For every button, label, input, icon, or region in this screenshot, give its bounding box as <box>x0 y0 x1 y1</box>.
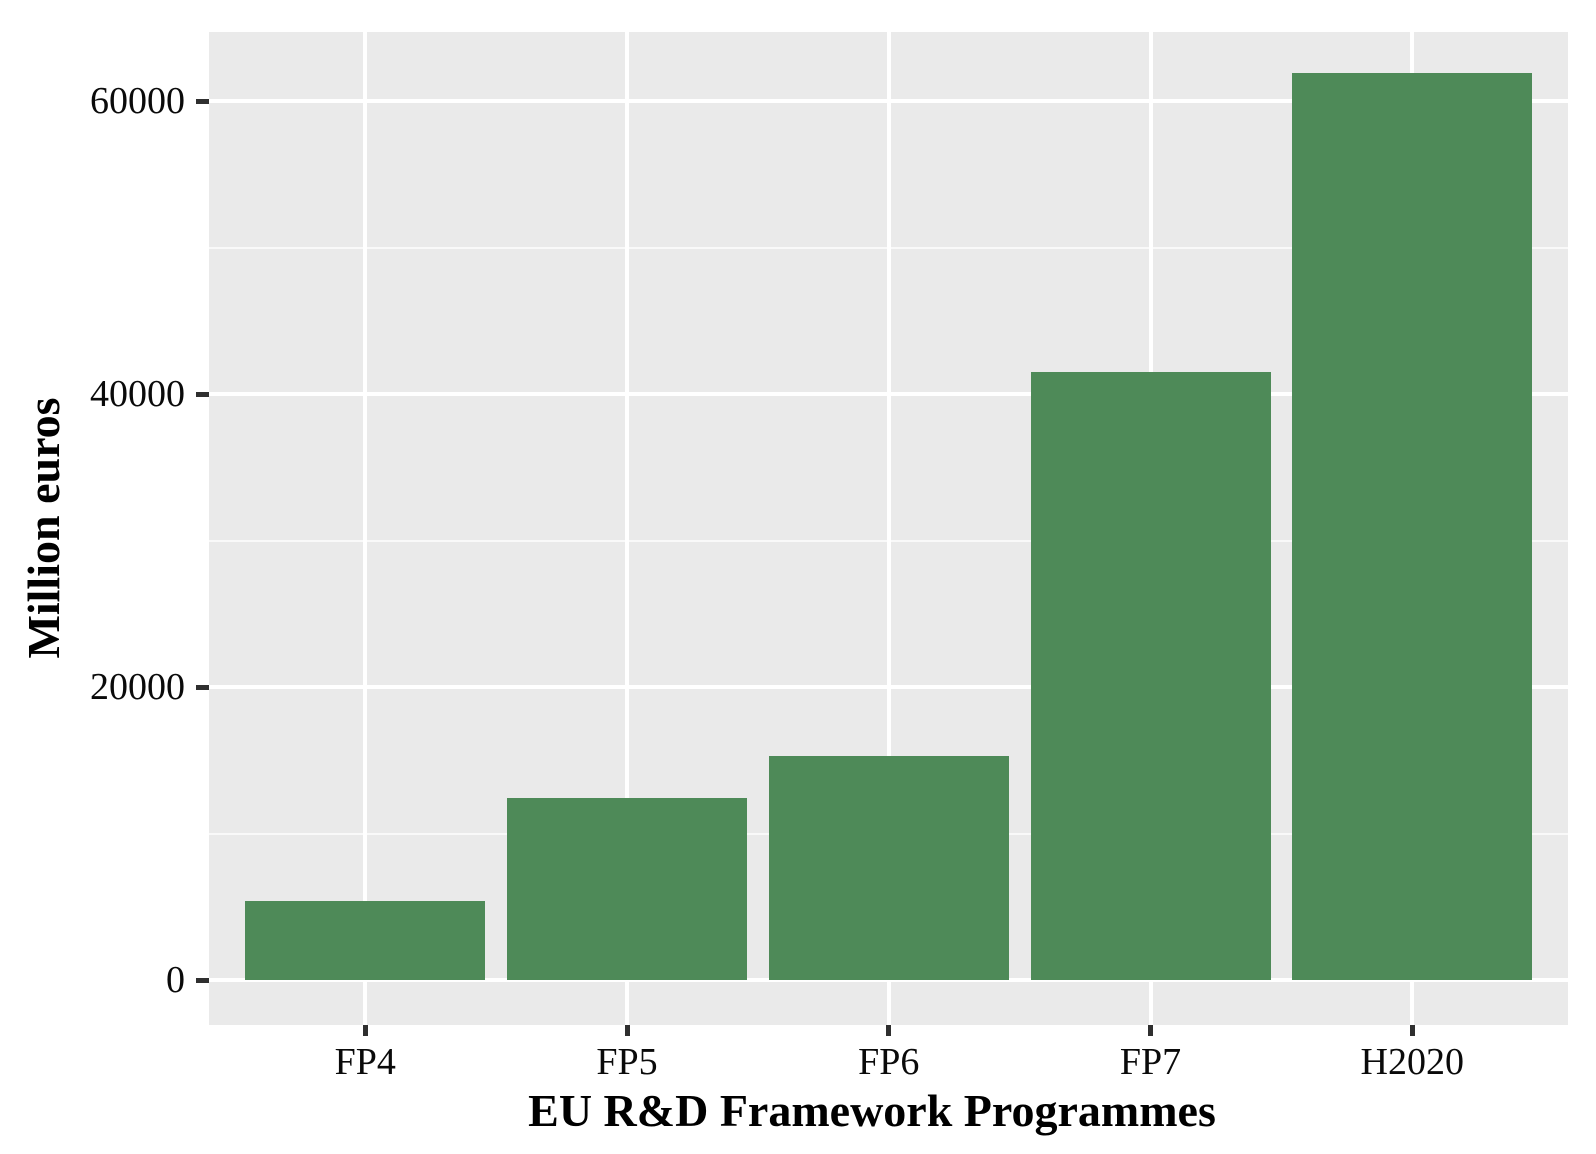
y-tick-label: 40000 <box>90 373 185 415</box>
y-tick-label: 20000 <box>90 666 185 708</box>
x-tick-label: FP5 <box>596 1041 658 1083</box>
x-axis-title: EU R&D Framework Programmes <box>528 1085 1216 1136</box>
y-tick-label: 0 <box>166 959 185 1001</box>
x-tick-mark <box>362 1025 368 1036</box>
y-tick-mark <box>196 684 209 690</box>
x-tick-label: FP7 <box>1119 1041 1182 1083</box>
x-tick-label: H2020 <box>1360 1041 1464 1083</box>
bar-h2020 <box>1292 73 1533 980</box>
bar-fp6 <box>768 755 1009 980</box>
x-tick-mark <box>1409 1025 1415 1036</box>
major-vertical-gridline <box>363 32 368 1025</box>
x-tick-label: FP4 <box>334 1041 396 1083</box>
major-vertical-gridline <box>886 32 891 1025</box>
major-vertical-gridline <box>625 32 629 1025</box>
y-axis-title: Million euros <box>18 397 69 659</box>
x-tick-mark <box>886 1025 892 1036</box>
x-tick-mark <box>624 1025 630 1036</box>
bar-fp4 <box>245 900 486 980</box>
y-tick-mark <box>196 391 209 397</box>
bar-fp5 <box>507 798 747 980</box>
plot-panel <box>209 32 1568 1025</box>
x-tick-mark <box>1148 1025 1153 1036</box>
y-tick-label: 60000 <box>90 80 185 122</box>
y-tick-mark <box>196 977 209 983</box>
bar-fp7 <box>1030 372 1271 980</box>
x-tick-label: FP6 <box>858 1041 920 1083</box>
y-tick-mark <box>196 98 209 104</box>
